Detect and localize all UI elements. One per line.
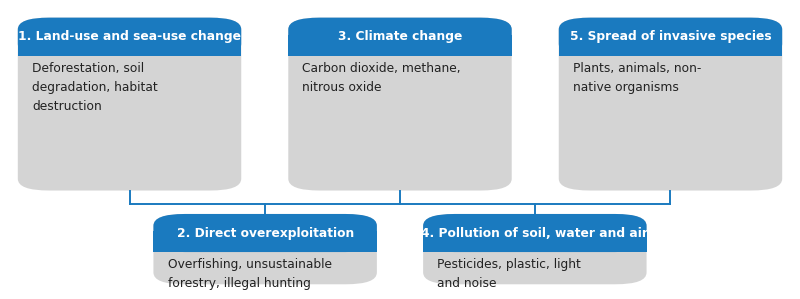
Bar — [423, 231, 646, 252]
Bar — [18, 35, 242, 56]
FancyBboxPatch shape — [558, 18, 782, 190]
FancyBboxPatch shape — [423, 214, 646, 284]
Text: Carbon dioxide, methane,
nitrous oxide: Carbon dioxide, methane, nitrous oxide — [302, 62, 461, 94]
Text: 5. Spread of invasive species: 5. Spread of invasive species — [570, 30, 771, 43]
Text: 4. Pollution of soil, water and air: 4. Pollution of soil, water and air — [422, 227, 648, 239]
Text: Overfishing, unsustainable
forestry, illegal hunting: Overfishing, unsustainable forestry, ill… — [167, 258, 331, 290]
Text: Plants, animals, non-
native organisms: Plants, animals, non- native organisms — [573, 62, 702, 94]
Text: 2. Direct overexploitation: 2. Direct overexploitation — [177, 227, 354, 239]
FancyBboxPatch shape — [288, 18, 512, 190]
FancyBboxPatch shape — [154, 214, 377, 252]
FancyBboxPatch shape — [423, 214, 646, 252]
Text: 3. Climate change: 3. Climate change — [338, 30, 462, 43]
Text: Deforestation, soil
degradation, habitat
destruction: Deforestation, soil degradation, habitat… — [32, 62, 158, 113]
Text: 1. Land-use and sea-use change: 1. Land-use and sea-use change — [18, 30, 241, 43]
Bar — [154, 231, 377, 252]
FancyBboxPatch shape — [154, 214, 377, 284]
FancyBboxPatch shape — [18, 18, 242, 190]
FancyBboxPatch shape — [558, 18, 782, 56]
FancyBboxPatch shape — [288, 18, 512, 56]
Text: Pesticides, plastic, light
and noise: Pesticides, plastic, light and noise — [438, 258, 581, 290]
Bar — [558, 35, 782, 56]
FancyBboxPatch shape — [18, 18, 242, 56]
Bar — [288, 35, 512, 56]
